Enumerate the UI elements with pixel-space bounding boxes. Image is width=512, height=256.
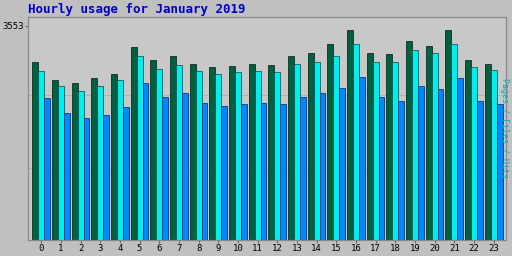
Bar <box>353 44 359 240</box>
Bar <box>280 104 286 240</box>
Bar <box>103 115 109 240</box>
Bar <box>398 101 404 240</box>
Bar <box>162 97 168 240</box>
Bar <box>274 72 280 240</box>
Bar <box>83 118 90 240</box>
Bar <box>196 71 202 240</box>
Bar <box>477 101 483 240</box>
Bar <box>319 93 326 240</box>
Bar <box>38 71 44 240</box>
Bar <box>58 86 64 240</box>
Bar <box>452 44 457 240</box>
Bar <box>465 60 471 240</box>
Bar <box>209 67 216 240</box>
Bar <box>347 30 353 240</box>
Bar <box>445 30 452 240</box>
Bar <box>457 78 463 240</box>
Bar <box>202 103 207 240</box>
Bar <box>216 74 221 240</box>
Bar <box>151 60 156 240</box>
Bar <box>387 54 392 240</box>
Bar <box>359 77 365 240</box>
Bar <box>32 62 38 240</box>
Bar <box>418 86 424 240</box>
Bar <box>156 69 162 240</box>
Bar <box>111 74 117 240</box>
Bar <box>221 106 227 240</box>
Bar <box>471 67 477 240</box>
Bar <box>426 46 432 240</box>
Bar <box>438 89 443 240</box>
Bar <box>137 56 142 240</box>
Bar <box>131 47 137 240</box>
Bar <box>182 93 188 240</box>
Bar <box>288 56 294 240</box>
Bar <box>314 61 319 240</box>
Bar <box>44 98 50 240</box>
Bar <box>190 64 196 240</box>
Bar <box>412 50 418 240</box>
Bar <box>333 56 339 240</box>
Bar <box>170 56 176 240</box>
Bar <box>142 83 148 240</box>
Bar <box>406 41 412 240</box>
Bar <box>78 91 83 240</box>
Bar <box>308 52 314 240</box>
Bar <box>485 64 490 240</box>
Bar <box>490 70 497 240</box>
Bar <box>373 62 378 240</box>
Bar <box>176 65 182 240</box>
Bar <box>392 62 398 240</box>
Bar <box>339 88 345 240</box>
Bar <box>229 66 235 240</box>
Bar <box>123 108 129 240</box>
Bar <box>294 64 300 240</box>
Bar <box>268 65 274 240</box>
Bar <box>235 72 241 240</box>
Bar <box>97 86 103 240</box>
Y-axis label: Pages / Files / Hits: Pages / Files / Hits <box>500 79 509 178</box>
Bar <box>254 71 261 240</box>
Bar <box>300 97 306 240</box>
Bar <box>367 53 373 240</box>
Bar <box>249 64 254 240</box>
Bar <box>261 103 266 240</box>
Bar <box>378 97 385 240</box>
Bar <box>52 80 58 240</box>
Bar <box>64 113 70 240</box>
Bar <box>432 53 438 240</box>
Text: Hourly usage for January 2019: Hourly usage for January 2019 <box>29 3 246 16</box>
Bar <box>328 44 333 240</box>
Bar <box>241 104 247 240</box>
Bar <box>91 78 97 240</box>
Bar <box>497 104 502 240</box>
Bar <box>117 80 123 240</box>
Bar <box>72 83 78 240</box>
